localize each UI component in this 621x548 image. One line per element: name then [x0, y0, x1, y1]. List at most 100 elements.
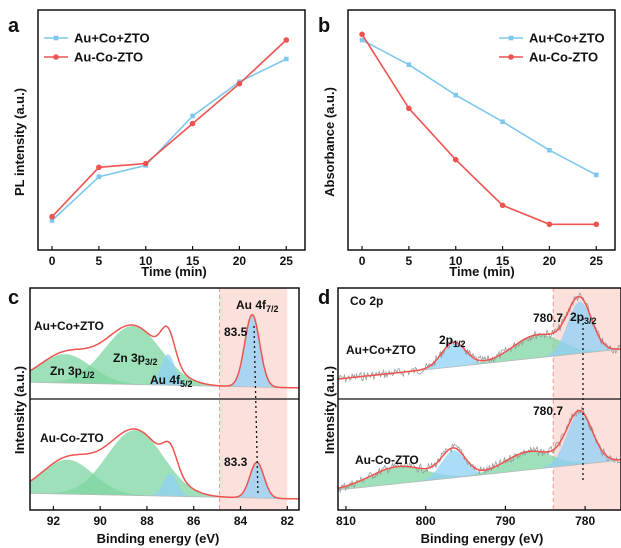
panel-label-a: a: [8, 15, 20, 37]
chart-b-frame: [347, 9, 616, 251]
chart-d-sample-0-name: Au+Co+ZTO: [346, 343, 416, 357]
chart-c-zn-3-2-label: Zn 3p3/2: [113, 351, 158, 367]
chart-c-peak-bottom: 83.3: [224, 455, 248, 469]
chart-c-xlabel: Binding energy (eV): [97, 531, 220, 546]
chart-a-series-0-point: [190, 113, 195, 119]
chart-c-peak-guide: [253, 325, 259, 497]
chart-d-sample-1-peak-3: [338, 412, 621, 490]
chart-a-legend-marker: [53, 54, 59, 60]
chart-c-xtick-label: 90: [93, 514, 107, 528]
chart-c-xtick-label: 82: [281, 514, 295, 528]
chart-c-sample-1-peak-2: [30, 473, 299, 499]
chart-b-xtick-label: 0: [359, 254, 366, 268]
chart-d-2p-3-2-label: 2p3/2: [570, 310, 597, 326]
chart-b-series-0-point: [359, 37, 365, 43]
chart-a-ylabel: PL intensity (a.u.): [12, 88, 27, 196]
chart-d-sample-1-baseline: [337, 459, 621, 491]
chart-b-series-1-point: [593, 221, 600, 228]
chart-a-series-1-point: [142, 160, 149, 167]
chart-d-title: Co 2p: [350, 294, 383, 308]
chart-c-ylabel: Intensity (a.u.): [12, 366, 27, 454]
chart-b-legend-label: Au+Co+ZTO: [529, 31, 605, 46]
chart-a-xtick-label: 10: [139, 254, 153, 268]
chart-d-xtick-label: 790: [495, 514, 515, 528]
panel-label-c: c: [8, 287, 19, 309]
chart-a-series-0-point: [283, 56, 289, 62]
chart-a-frame: [37, 9, 306, 251]
chart-b-series-1-line: [361, 33, 597, 226]
chart-d-peak-top: 780.7: [533, 311, 563, 325]
chart-b-series-0-line: [361, 39, 597, 176]
chart-c-au-5-2-label: Au 4f5/2: [150, 373, 193, 389]
chart-d-2p-1-2-label: 2p1/2: [439, 333, 466, 349]
chart-b-legend-label: Au-Co-ZTO: [529, 50, 598, 65]
chart-b-series-1-point: [499, 202, 506, 209]
chart-b-series-1-point: [546, 221, 553, 228]
chart-c-frame: [29, 287, 300, 511]
chart-b-xlabel: Time (min): [449, 264, 515, 279]
chart-d-xtick-label: 780: [575, 514, 595, 528]
chart-d-xtick-label: 810: [336, 514, 356, 528]
chart-b-ylabel: Absorbance (a.u.): [322, 87, 337, 197]
chart-a-xtick-label: 25: [280, 254, 294, 268]
chart-c: Au+Co+ZTO Au-Co-ZTO 92 90 88 86 84 82: [29, 287, 300, 528]
chart-b-legend-marker: [508, 35, 514, 41]
chart-c-xtick-label: 84: [234, 514, 248, 528]
chart-c-sample-0-baseline: [29, 381, 300, 389]
chart-b-series-1-point: [406, 105, 412, 112]
chart-c-sample-0-peak-3: [30, 314, 299, 388]
chart-b-series-0-point: [406, 62, 412, 67]
chart-c-xtick-label: 92: [47, 514, 61, 528]
chart-a-legend-label: Au+Co+ZTO: [74, 31, 150, 46]
chart-b-xtick-label: 15: [496, 254, 510, 268]
chart-c-zn-1-2-label: Zn 3p1/2: [50, 364, 95, 380]
chart-c-xtick-label: 88: [140, 514, 154, 528]
chart-b-series-1-point: [359, 31, 365, 38]
chart-d-frame: [337, 287, 621, 511]
chart-b-legend-marker: [508, 54, 514, 60]
chart-b-series-0-point: [500, 119, 505, 124]
chart-a-series-1-point: [96, 164, 102, 171]
chart-d-xtick-label: 800: [416, 514, 436, 528]
chart-c-sample-1-name: Au-Co-ZTO: [40, 431, 104, 445]
chart-a-series-1-point: [49, 213, 55, 220]
chart-b-series-0-point: [453, 92, 459, 98]
chart-d-sample-0-peak-1: [338, 334, 621, 379]
chart-b-series-0-point: [593, 172, 599, 178]
chart-b-xtick-label: 5: [406, 254, 413, 268]
chart-d-sample-1-raw: [337, 405, 621, 494]
chart-a-xtick-label: 20: [233, 254, 247, 268]
chart-d-sample-0-fit: [337, 295, 621, 380]
chart-d-ylabel: Intensity (a.u.): [322, 366, 337, 454]
chart-d-peak-bottom: 780.7: [533, 404, 563, 418]
chart-d-sample-1-fit: [337, 409, 621, 490]
chart-a-legend-label: Au-Co-ZTO: [74, 50, 143, 65]
chart-b-xtick-label: 20: [543, 254, 557, 268]
chart-c-sample-0-name: Au+Co+ZTO: [34, 319, 104, 333]
chart-a-series-0-point: [96, 174, 102, 180]
chart-a-series-1-point: [189, 120, 196, 127]
chart-d-sample-1-name: Au-Co-ZTO: [355, 453, 419, 467]
chart-a-xlabel: Time (min): [141, 264, 207, 279]
chart-d: Au+Co+ZTO Au-Co-ZTO 810 800 790 780: [336, 287, 621, 528]
chart-a-series-1-point: [236, 80, 243, 87]
chart-d-xlabel: Binding energy (eV): [421, 531, 544, 546]
chart-b: 0 5 10 15 20 25 Au+Co+ZTO Au-Co-ZTO: [347, 9, 616, 268]
chart-c-sample-0-peak-1: [30, 326, 299, 388]
chart-c-sample-0-peak-2: [30, 354, 299, 388]
chart-d-sample-1-peak-2: [338, 451, 621, 490]
chart-a-legend-marker: [53, 35, 59, 41]
chart-c-sample-1-peak-1: [30, 430, 299, 499]
chart-b-series-1-point: [452, 156, 459, 163]
chart-c-au-7-2-label: Au 4f7/2: [236, 298, 279, 314]
chart-a-series-1-point: [283, 37, 290, 43]
panel-label-b: b: [318, 15, 330, 37]
chart-a-xtick-label: 0: [49, 254, 56, 268]
chart-b-xtick-label: 25: [590, 254, 604, 268]
chart-a-series-1-line: [51, 39, 287, 218]
chart-c-sample-0-fit: [29, 313, 299, 389]
chart-c-sample-1-baseline: [29, 492, 300, 500]
chart-a-xtick-label: 15: [186, 254, 200, 268]
chart-a-xtick-label: 5: [96, 254, 103, 268]
